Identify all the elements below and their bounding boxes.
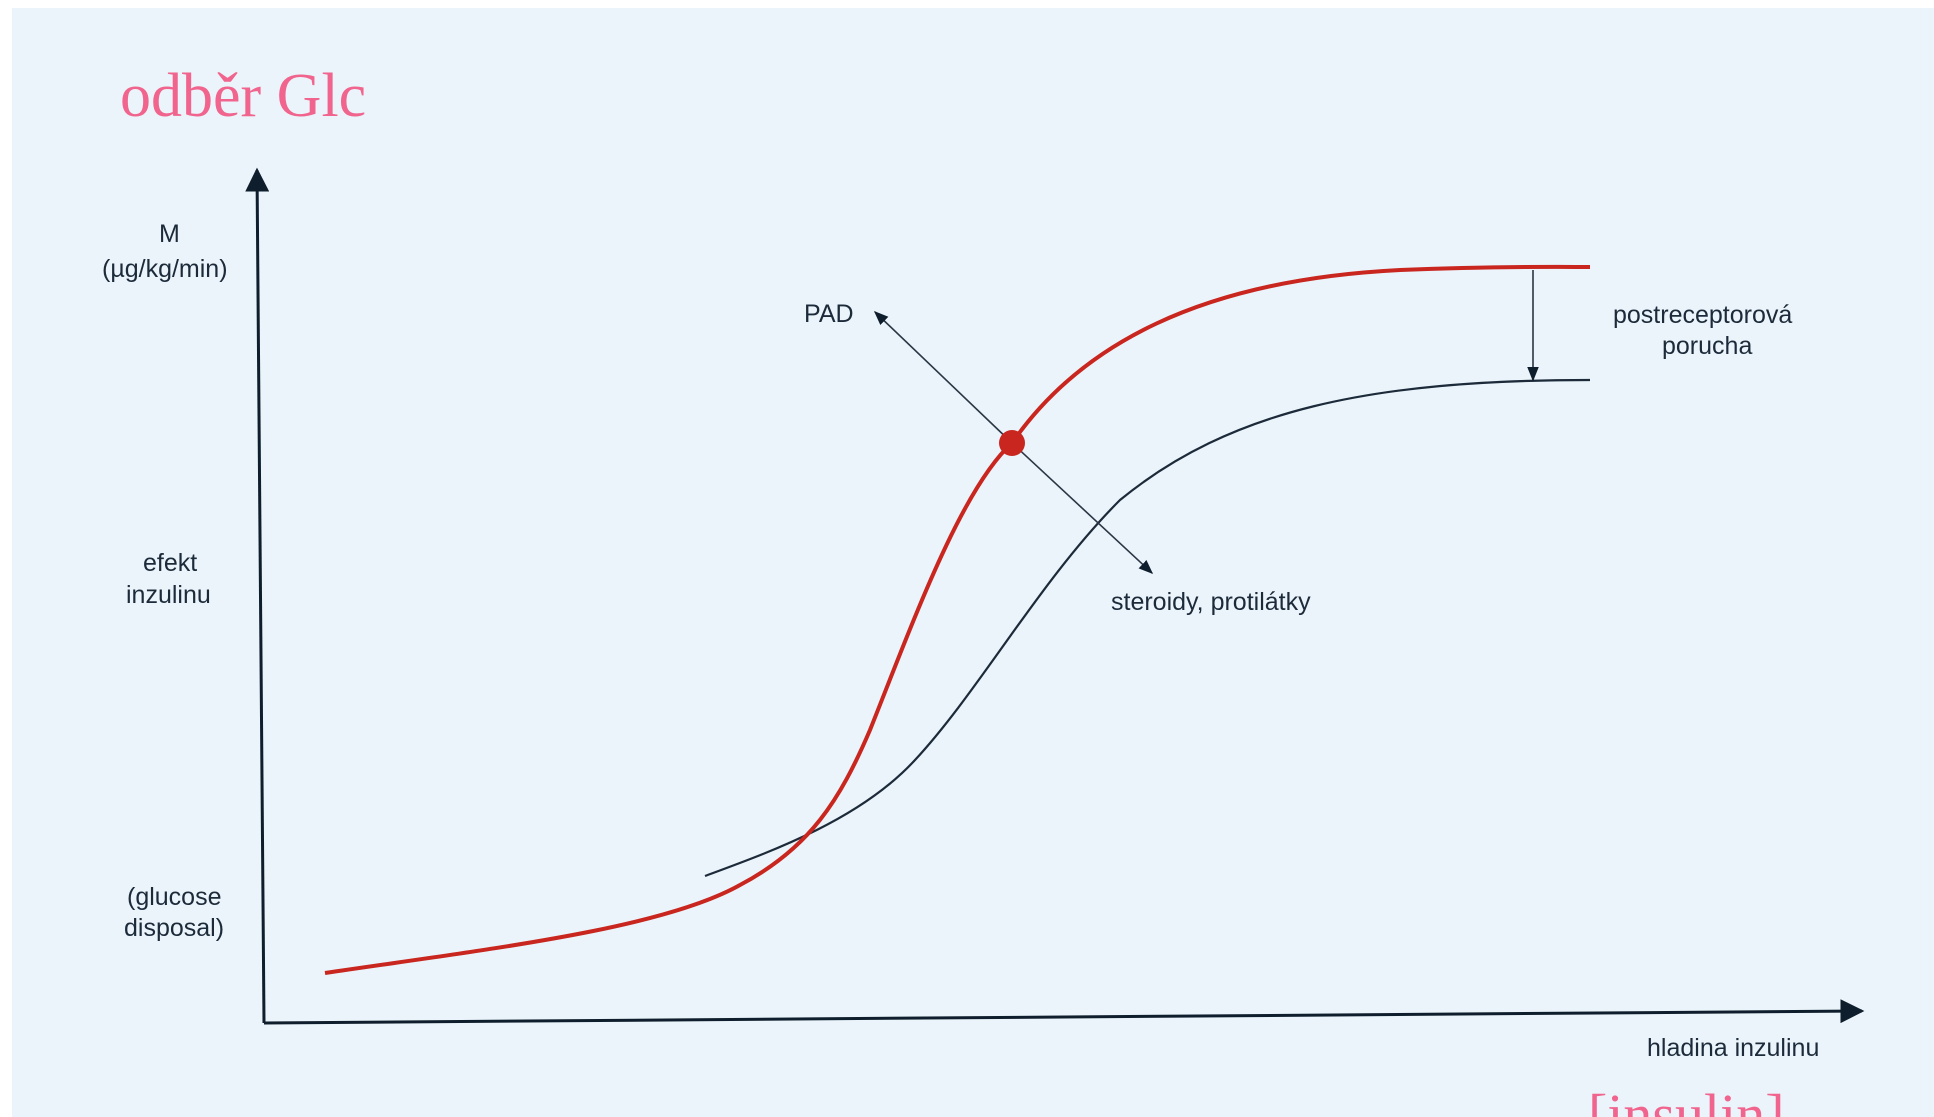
y-axis-label-disposal: disposal): [124, 914, 225, 942]
y-axis-label-unit: (µg/kg/min): [102, 255, 228, 283]
shifted-curve: [704, 378, 1591, 878]
steroids-label: steroidy, protilátky: [1111, 588, 1311, 616]
postreceptor-label-line1: postreceptorová: [1613, 301, 1793, 329]
y-axis-label-glucose: (glucose: [127, 883, 222, 911]
x-axis-label: hladina inzulinu: [1647, 1034, 1820, 1062]
operating-point-dot: [999, 430, 1025, 456]
pad-label: PAD: [804, 300, 854, 328]
y-axis-label-effect: efekt: [143, 549, 198, 577]
normal-curve: [324, 264, 1591, 975]
steroids-arrow: [1011, 442, 1154, 574]
postreceptor-label-line2: porucha: [1662, 332, 1753, 360]
overlay-title: odběr Glc: [120, 62, 367, 130]
x-axis: [263, 999, 1865, 1025]
y-axis-label-symbol: M: [159, 220, 180, 248]
overlay-insulin: [insulin]: [1588, 1082, 1785, 1117]
slide-background: [12, 8, 1934, 1117]
y-axis-label-insulin: inzulinu: [126, 581, 211, 609]
y-axis: [245, 167, 270, 1024]
pad-arrow: [873, 311, 1013, 444]
